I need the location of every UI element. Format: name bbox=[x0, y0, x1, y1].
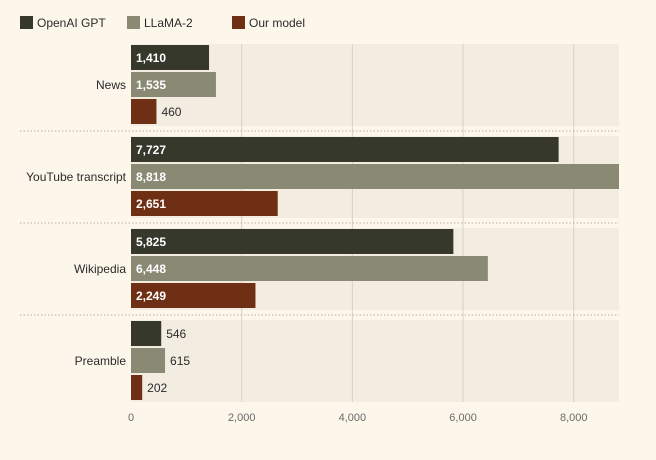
x-tick-label-1: 2,000 bbox=[228, 412, 256, 424]
bar-2-2 bbox=[131, 283, 256, 308]
x-tick-label-0: 0 bbox=[128, 412, 134, 424]
bar-1-3 bbox=[131, 348, 166, 373]
bar-2-1 bbox=[131, 191, 278, 216]
legend-swatch-0 bbox=[20, 16, 33, 29]
legend-label-0: OpenAI GPT bbox=[37, 16, 106, 30]
value-label-2-0: 460 bbox=[161, 105, 181, 119]
value-label-0-0: 1,410 bbox=[136, 51, 166, 65]
x-tick-label-3: 6,000 bbox=[449, 412, 477, 424]
category-label-0: News bbox=[96, 78, 126, 92]
value-label-1-1: 8,818 bbox=[136, 170, 166, 184]
x-tick-label-4: 8,000 bbox=[560, 412, 588, 424]
bar-0-2 bbox=[131, 229, 454, 254]
legend-swatch-1 bbox=[127, 16, 140, 29]
category-label-2: Wikipedia bbox=[74, 262, 126, 276]
value-label-2-3: 202 bbox=[147, 381, 167, 395]
value-label-0-1: 7,727 bbox=[136, 143, 166, 157]
bar-1-2 bbox=[131, 256, 488, 281]
bar-0-3 bbox=[131, 321, 162, 346]
value-label-1-0: 1,535 bbox=[136, 78, 166, 92]
bar-2-0 bbox=[131, 99, 157, 124]
bar-1-1 bbox=[131, 164, 619, 189]
bar-1-0 bbox=[131, 72, 216, 97]
value-label-2-2: 2,249 bbox=[136, 289, 166, 303]
category-label-1: YouTube transcript bbox=[26, 170, 127, 184]
bar-0-1 bbox=[131, 137, 559, 162]
category-label-3: Preamble bbox=[75, 354, 127, 368]
value-label-0-2: 5,825 bbox=[136, 235, 166, 249]
category-band-3 bbox=[131, 320, 619, 402]
value-label-1-2: 6,448 bbox=[136, 262, 166, 276]
bar-2-3 bbox=[131, 375, 143, 400]
x-tick-label-2: 4,000 bbox=[339, 412, 367, 424]
value-label-1-3: 615 bbox=[170, 354, 190, 368]
bar-0-0 bbox=[131, 45, 210, 70]
value-label-2-1: 2,651 bbox=[136, 197, 166, 211]
legend-label-2: Our model bbox=[249, 16, 305, 30]
value-label-0-3: 546 bbox=[166, 327, 186, 341]
legend-swatch-2 bbox=[232, 16, 245, 29]
legend-label-1: LLaMA-2 bbox=[144, 16, 193, 30]
